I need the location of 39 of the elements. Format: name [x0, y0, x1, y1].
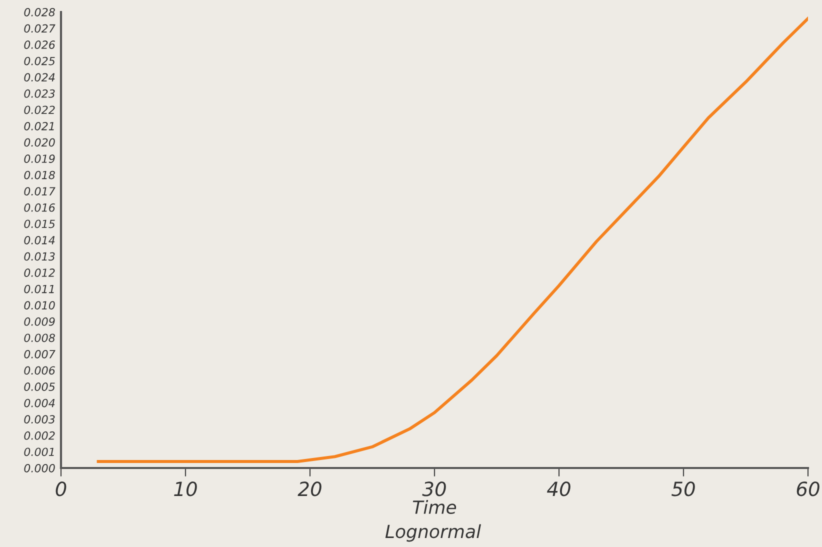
y-tick-label: 0.023: [24, 89, 55, 98]
x-tick-label: 30: [422, 482, 446, 496]
y-tick-label: 0.026: [24, 40, 55, 49]
y-tick-label: 0.011: [24, 284, 54, 294]
x-tick-label: 10: [174, 482, 197, 496]
y-tick-label: 0.015: [24, 220, 55, 228]
y-tick-label: 0.019: [24, 154, 55, 163]
x-tick-label: 40: [546, 482, 570, 496]
x-tick-label: 20: [298, 482, 322, 496]
y-tick-label: 0.024: [24, 73, 55, 82]
y-tick-label: 0.001: [24, 448, 54, 456]
y-tick-label: 0.004: [24, 398, 55, 408]
y-tick-label: 0.021: [24, 122, 54, 130]
y-tick-label: 0.006: [24, 366, 55, 375]
y-tick-label: 0.008: [24, 334, 55, 342]
x-tick-label: 0: [56, 482, 66, 496]
y-tick-label: 0.005: [24, 382, 55, 391]
y-tick-label: 0.016: [24, 203, 55, 212]
text: Lognormal: [385, 524, 481, 542]
y-tick-label: 0.000: [24, 464, 55, 472]
line-series: [96, 16, 808, 464]
y-tick-label: 0.013: [24, 252, 55, 261]
x-tick-label: 50: [672, 482, 695, 496]
y-tick-label: 0.025: [24, 56, 55, 66]
y-tick-label: 0.014: [24, 236, 55, 244]
y-tick-label: 0.009: [24, 317, 55, 326]
y-tick-label: 0.022: [24, 106, 55, 114]
x-tick-label: 60: [796, 482, 820, 496]
x-axis-title: Time: [412, 500, 456, 514]
y-tick-label: 0.020: [24, 138, 55, 147]
y-tick-label: 0.028: [24, 8, 55, 16]
y-tick-label: 0.012: [24, 268, 55, 277]
y-tick-label: 0.010: [24, 301, 55, 310]
y-tick-label: 0.027: [24, 24, 56, 33]
y-tick-label: 0.007: [24, 350, 56, 358]
y-tick-label: 0.002: [24, 431, 55, 440]
y-tick-label: 0.017: [24, 187, 56, 196]
y-tick-label: 0.018: [24, 170, 55, 180]
y-tick-label: 0.003: [24, 415, 55, 424]
